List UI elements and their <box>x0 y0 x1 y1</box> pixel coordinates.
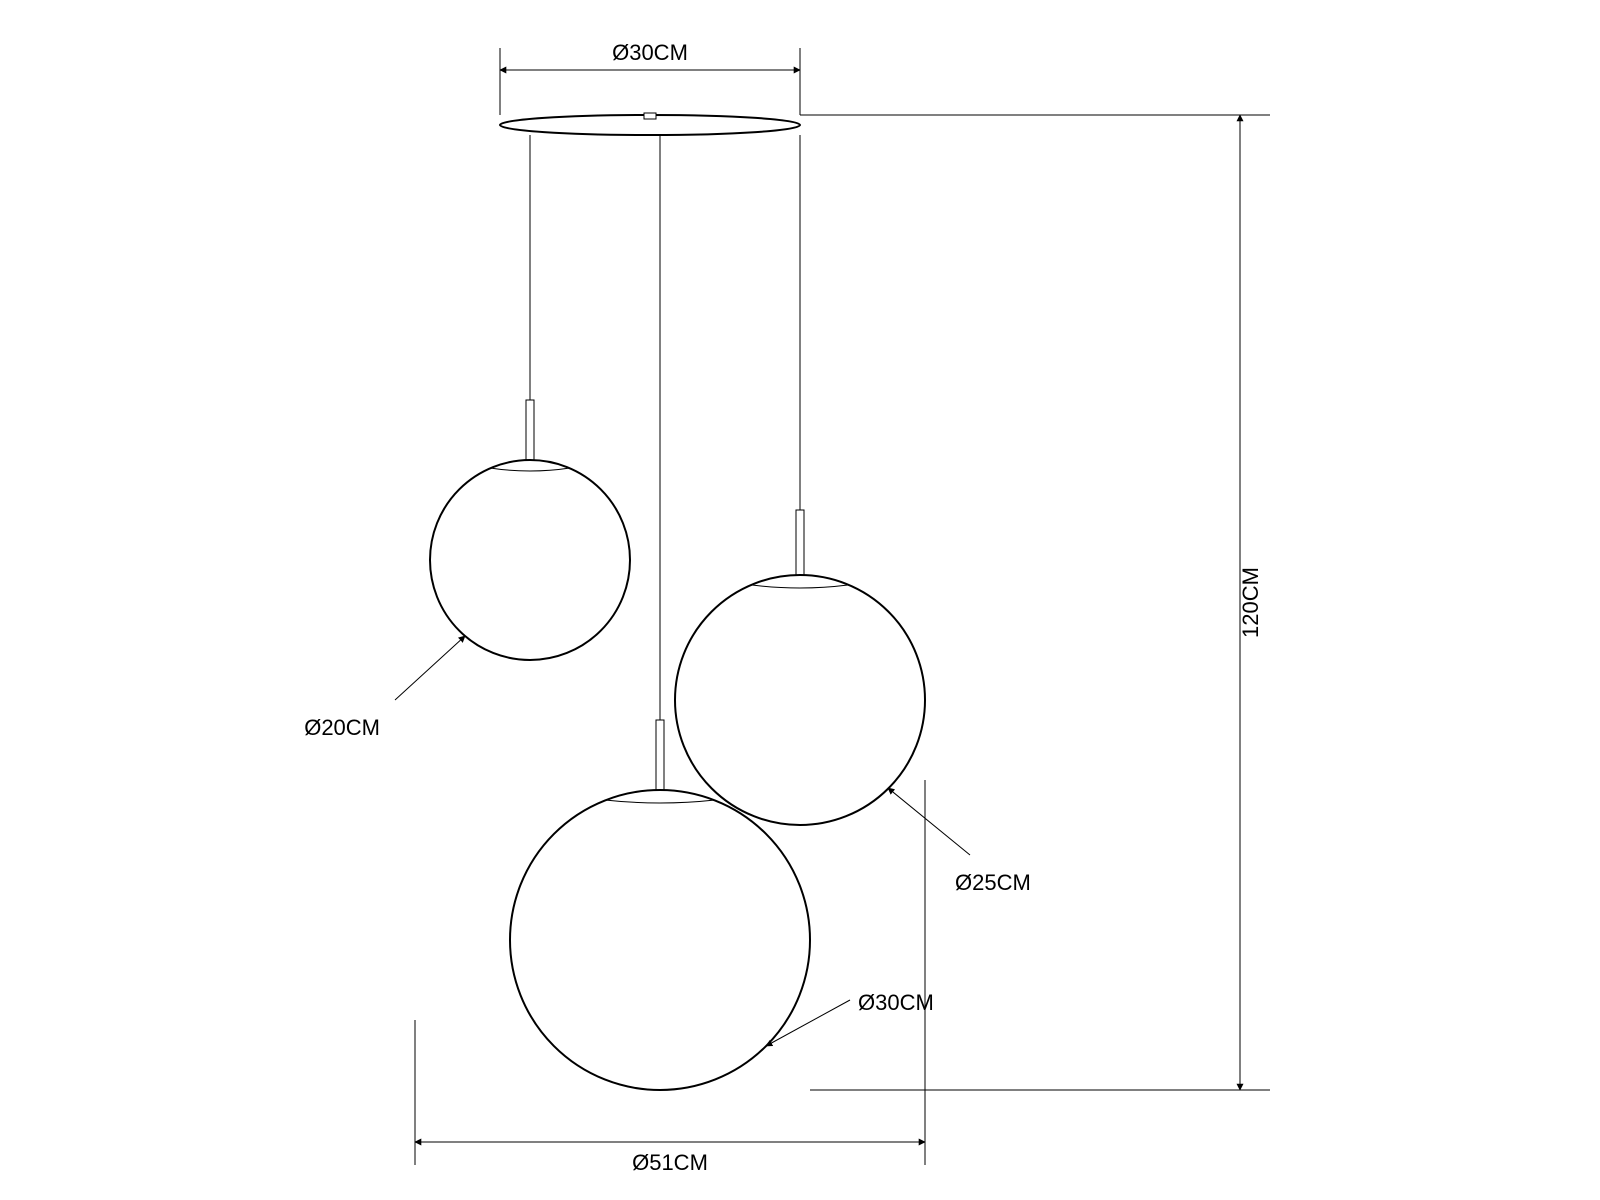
pendant-light-diagram: Ø30CM Ø20CM Ø25CM Ø30CM 120CM Ø51CM <box>0 0 1600 1200</box>
canopy-connector <box>644 113 656 119</box>
globe-dim-label: Ø30CM <box>858 990 934 1015</box>
leader-line <box>395 636 465 700</box>
ferrule <box>526 400 534 460</box>
ferrule <box>656 720 664 790</box>
globe-dim-label: Ø25CM <box>955 870 1031 895</box>
globe-dim-label: Ø20CM <box>304 715 380 740</box>
dim-label-canopy: Ø30CM <box>612 40 688 65</box>
globe <box>430 460 630 660</box>
dim-label-height: 120CM <box>1238 567 1263 638</box>
globe-left: Ø20CM <box>304 135 630 740</box>
globe <box>510 790 810 1090</box>
ferrule <box>796 510 804 575</box>
globe <box>675 575 925 825</box>
dim-label-width: Ø51CM <box>632 1150 708 1175</box>
globe-right: Ø25CM <box>675 135 1031 895</box>
leader-line <box>888 788 970 855</box>
